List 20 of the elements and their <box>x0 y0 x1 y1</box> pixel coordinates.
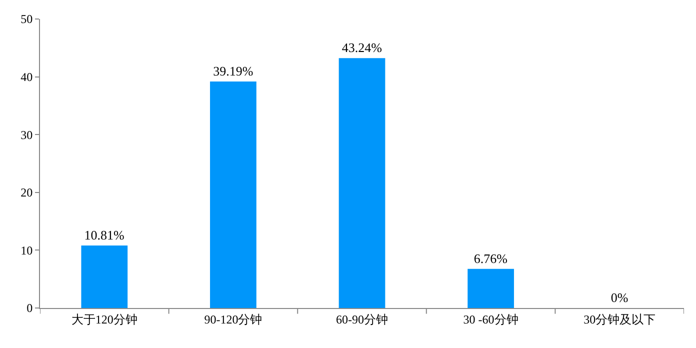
data-label: 10.81% <box>84 228 125 243</box>
x-tick-label: 90-120分钟 <box>204 312 262 326</box>
x-tick-label: 60-90分钟 <box>336 312 388 326</box>
bar <box>468 268 514 308</box>
x-tick-label: 30 -60分钟 <box>463 312 518 326</box>
bar <box>338 58 386 308</box>
y-tick-label: 0 <box>26 301 33 316</box>
y-tick-label: 20 <box>20 186 33 200</box>
data-label: 39.19% <box>213 63 254 78</box>
y-tick-label: 30 <box>20 128 33 142</box>
y-tick-label: 10 <box>20 243 33 258</box>
data-label: 0% <box>610 290 628 305</box>
y-tick-label: 40 <box>20 70 33 84</box>
bar <box>210 81 256 308</box>
x-tick-label: 30分钟及以下 <box>584 312 656 326</box>
bar <box>81 246 128 308</box>
y-tick-label: 50 <box>20 12 33 26</box>
x-tick-label: 大于120分钟 <box>71 312 138 326</box>
data-label: 43.24% <box>342 40 382 56</box>
data-label: 6.76% <box>474 250 508 266</box>
